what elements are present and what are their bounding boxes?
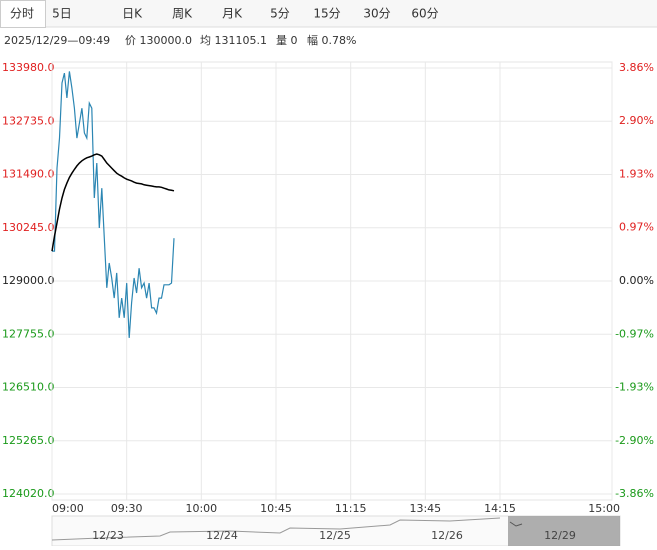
tab-bar <box>0 0 657 27</box>
tab[interactable]: 60分 <box>411 7 438 21</box>
tab[interactable]: 30分 <box>363 7 390 21</box>
tab[interactable]: 5日 <box>52 7 72 21</box>
y2-tick-label: 3.86% <box>619 61 654 74</box>
navigator-date: 12/23 <box>92 529 124 542</box>
info-line: 2025/12/29—09:49 价 130000.0 均 131105.1 量 0 幅… <box>4 34 356 47</box>
series-line <box>51 153 175 252</box>
tab[interactable]: 5分 <box>270 7 290 21</box>
info-item: 均 131105.1 <box>200 34 267 47</box>
y2-tick-label: -0.97% <box>615 328 654 341</box>
x-tick-label: 11:15 <box>335 502 367 515</box>
y-tick-label: 130245.0 <box>2 221 55 234</box>
info-item: 幅 0.78% <box>307 34 356 47</box>
active-tab <box>0 0 46 28</box>
x-tick-label: 10:45 <box>260 502 292 515</box>
y2-tick-label: -1.93% <box>615 381 654 394</box>
navigator-dates: 12/23 12/24 12/25 12/26 12/29 <box>92 529 576 542</box>
navigator-window[interactable] <box>508 516 620 546</box>
info-item: 价 130000.0 <box>125 34 192 47</box>
y-tick-label: 132735.0 <box>2 114 55 127</box>
plot: 133980.0 132735.0 131490.0 130245.0 129000.0… <box>2 61 654 515</box>
y-tick-label: 133980.0 <box>2 61 55 74</box>
navigator-line <box>51 517 501 541</box>
tab[interactable]: 分时 <box>10 7 34 21</box>
y-tick-label: 125265.0 <box>2 434 55 447</box>
tab[interactable]: 15分 <box>313 7 340 21</box>
navigator-date: 12/26 <box>431 529 463 542</box>
y2-tick-label: 1.93% <box>619 168 654 181</box>
y-tick-label: 124020.0 <box>2 487 55 500</box>
x-tick-label: 09:30 <box>111 502 143 515</box>
y-tick-label: 127755.0 <box>2 327 55 340</box>
tabs: 分时 5日 日K 周K 月K 5分 15分 30分 60分 <box>10 7 439 21</box>
navigator-date: 12/25 <box>319 529 351 542</box>
x-tick-label: 13:45 <box>409 502 441 515</box>
series-line <box>52 71 175 338</box>
y2-tick-label: -3.86% <box>615 487 654 500</box>
y-tick-label: 131490.0 <box>2 168 55 181</box>
x-tick-label: 09:00 <box>52 502 84 515</box>
y-tick-label: 126510.0 <box>2 381 55 394</box>
navigator-date: 12/29 <box>544 529 576 542</box>
y2-tick-label: -2.90% <box>615 434 654 447</box>
navigator-window-line <box>509 521 523 527</box>
x-tick-label: 14:15 <box>484 502 516 515</box>
y2-tick-label: 0.97% <box>619 220 654 233</box>
x-tick-label: 10:00 <box>185 502 217 515</box>
y2-tick-label: 2.90% <box>619 114 654 127</box>
info-time: 2025/12/29—09:49 <box>4 34 110 47</box>
x-tick-label: 15:00 <box>588 502 620 515</box>
navigator-date: 12/24 <box>206 529 238 542</box>
tab[interactable]: 日K <box>122 7 143 21</box>
info-item: 量 0 <box>276 34 298 47</box>
y-tick-label: 129000.0 <box>2 274 55 287</box>
y2-tick-label: 0.00% <box>619 274 654 287</box>
tab[interactable]: 月K <box>222 7 243 21</box>
tab[interactable]: 周K <box>172 7 193 21</box>
